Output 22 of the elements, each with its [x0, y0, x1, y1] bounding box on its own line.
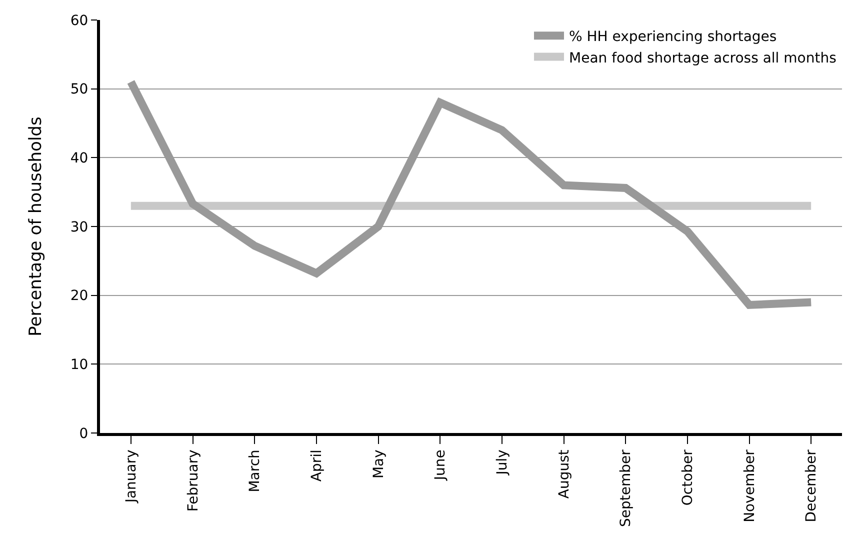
x-tick-label: January: [123, 450, 140, 504]
x-tick-label: November: [742, 449, 758, 522]
y-tick-label: 30: [70, 219, 88, 236]
x-tick-label: February: [185, 450, 202, 512]
x-tick-label: July: [494, 450, 510, 476]
legend-label: % HH experiencing shortages: [569, 29, 777, 46]
x-tick-label: March: [247, 450, 264, 492]
x-tick-label: October: [680, 449, 696, 506]
y-tick-label: 60: [70, 12, 88, 29]
x-tick-label: December: [804, 449, 820, 522]
x-tick-label: June: [432, 450, 449, 482]
x-tick-label: April: [308, 450, 325, 482]
y-tick-label: 50: [70, 82, 88, 98]
y-tick-label: 40: [70, 150, 88, 167]
y-tick-label: 10: [70, 357, 88, 374]
x-tick-label: September: [618, 449, 634, 527]
y-tick-label: 0: [79, 426, 88, 442]
x-tick-label: August: [556, 449, 572, 499]
y-tick-label: 20: [70, 288, 88, 304]
x-tick-label: May: [370, 450, 387, 479]
y-axis-title: Percentage of households: [26, 116, 46, 336]
legend-label: Mean food shortage across all months: [569, 50, 836, 66]
